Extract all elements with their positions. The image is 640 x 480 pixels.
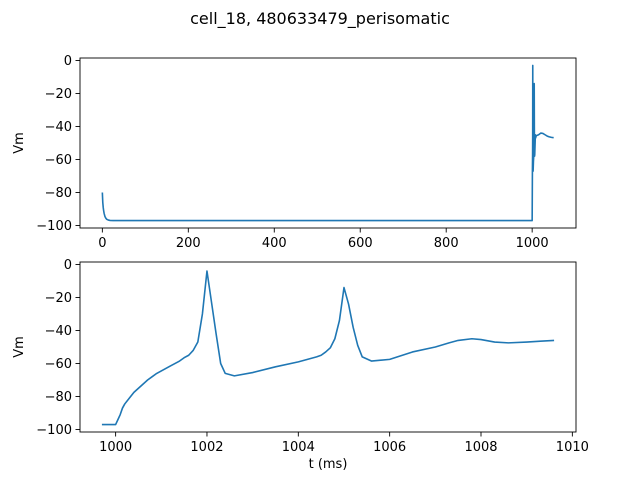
- y-tick-label: 0: [64, 54, 72, 69]
- x-axis-label: t (ms): [309, 457, 348, 472]
- y-tick-label: −60: [45, 153, 72, 168]
- x-tick-label: 1010: [556, 440, 589, 455]
- x-tick-label: 800: [434, 236, 459, 251]
- y-tick-label: −20: [45, 291, 72, 306]
- y-axis-label: Vm: [12, 336, 27, 358]
- x-tick-label: 200: [176, 236, 201, 251]
- y-tick-label: −100: [36, 219, 72, 234]
- y-tick-label: −40: [45, 324, 72, 339]
- x-tick-label: 1008: [464, 440, 497, 455]
- x-tick-label: 0: [98, 236, 106, 251]
- y-tick-label: −100: [36, 423, 72, 438]
- axes-2: 1000 1002 1004 1006 1008 1010 −100 −80 −60 −40 −20…: [12, 258, 589, 472]
- axes-frame: [79, 57, 577, 229]
- y-tick-label: 0: [64, 258, 72, 273]
- x-tick-label: 1004: [282, 440, 315, 455]
- y-tick-label: −80: [45, 186, 72, 201]
- x-tick-label: 600: [348, 236, 373, 251]
- x-tick-label: 1006: [373, 440, 406, 455]
- axes-1: 0 200 400 600 800 1000 −100 −80 −60 −40 −20 0 Vm: [12, 54, 577, 251]
- y-tick-label: −40: [45, 120, 72, 135]
- axes-container: 0 200 400 600 800 1000−100−80−60−40−200Vm1000…: [12, 54, 589, 472]
- figure-suptitle: cell_18, 480633479_perisomatic: [190, 9, 450, 29]
- x-tick-label: 1000: [516, 236, 549, 251]
- x-tick-label: 400: [262, 236, 287, 251]
- y-tick-label: −80: [45, 390, 72, 405]
- y-tick-label: −60: [45, 357, 72, 372]
- x-tick-label: 1000: [99, 440, 132, 455]
- y-axis-label: Vm: [12, 132, 27, 154]
- vm-trace-line-1: [101, 270, 555, 426]
- y-tick-label: −20: [45, 87, 72, 102]
- axes-frame: [79, 261, 577, 433]
- x-tick-label: 1002: [190, 440, 223, 455]
- vm-trace-line-1: [101, 64, 554, 222]
